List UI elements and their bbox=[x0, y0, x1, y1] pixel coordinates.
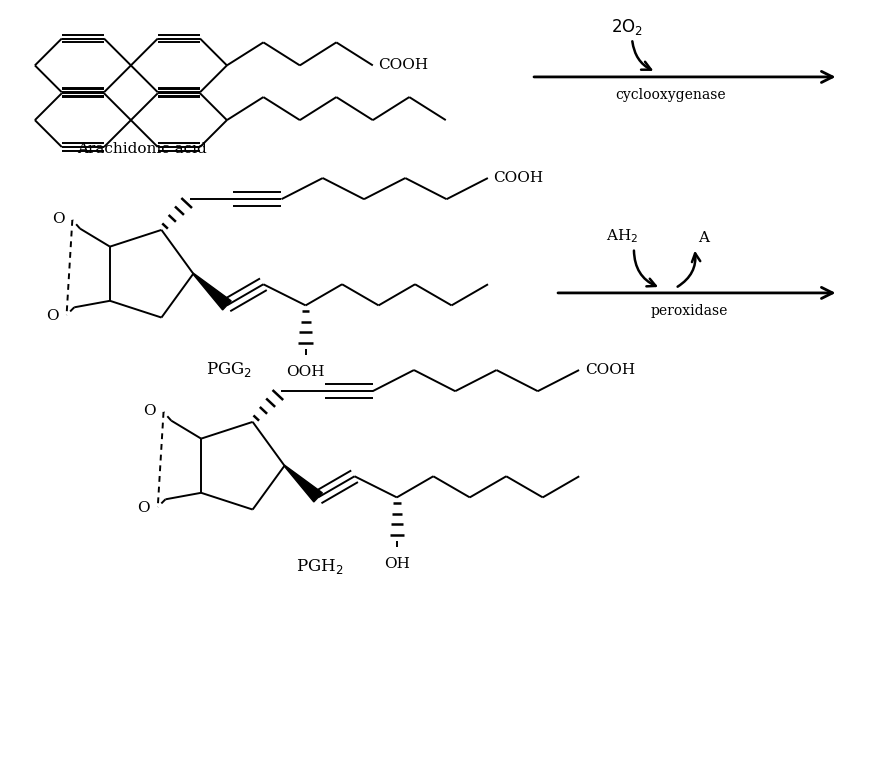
Text: cyclooxygenase: cyclooxygenase bbox=[615, 88, 726, 102]
Text: O: O bbox=[52, 212, 64, 226]
Text: Arachidonic acid: Arachidonic acid bbox=[78, 142, 207, 156]
Polygon shape bbox=[193, 273, 231, 310]
Text: COOH: COOH bbox=[379, 58, 429, 73]
Text: COOH: COOH bbox=[585, 363, 635, 377]
Polygon shape bbox=[285, 465, 322, 502]
Text: OH: OH bbox=[384, 557, 410, 571]
Text: A: A bbox=[699, 231, 709, 245]
Text: O: O bbox=[144, 404, 156, 418]
Text: PGH$_2$: PGH$_2$ bbox=[296, 557, 344, 576]
Text: AH$_2$: AH$_2$ bbox=[606, 228, 639, 245]
Text: OOH: OOH bbox=[286, 365, 325, 379]
Text: peroxidase: peroxidase bbox=[651, 304, 729, 318]
Text: $2\mathrm{O}_2$: $2\mathrm{O}_2$ bbox=[611, 16, 643, 36]
Text: PGG$_2$: PGG$_2$ bbox=[206, 360, 252, 379]
Text: COOH: COOH bbox=[493, 171, 544, 185]
Text: O: O bbox=[47, 309, 59, 323]
Text: O: O bbox=[137, 501, 150, 515]
